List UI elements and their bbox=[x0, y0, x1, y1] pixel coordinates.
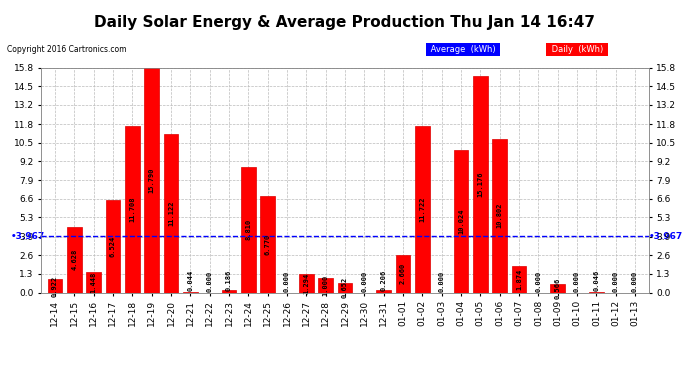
Text: 1.874: 1.874 bbox=[516, 268, 522, 290]
Text: 0.000: 0.000 bbox=[535, 270, 542, 292]
Text: 0.000: 0.000 bbox=[284, 270, 290, 292]
Text: 15.176: 15.176 bbox=[477, 172, 484, 197]
Bar bbox=[86, 272, 101, 292]
Text: Daily  (kWh): Daily (kWh) bbox=[549, 45, 605, 54]
Text: Average  (kWh): Average (kWh) bbox=[428, 45, 498, 54]
Bar bbox=[396, 255, 411, 292]
Text: 0.000: 0.000 bbox=[632, 270, 638, 292]
Text: 0.046: 0.046 bbox=[593, 270, 600, 291]
Text: 2.660: 2.660 bbox=[400, 263, 406, 284]
Text: 0.922: 0.922 bbox=[52, 275, 58, 297]
Text: 1.294: 1.294 bbox=[304, 273, 309, 294]
Text: 6.770: 6.770 bbox=[265, 234, 270, 255]
Text: 15.790: 15.790 bbox=[148, 167, 155, 193]
Text: 11.722: 11.722 bbox=[420, 196, 425, 222]
Bar bbox=[473, 76, 488, 292]
Bar bbox=[67, 226, 81, 292]
Text: Copyright 2016 Cartronics.com: Copyright 2016 Cartronics.com bbox=[7, 45, 126, 54]
Bar bbox=[221, 290, 236, 292]
Bar bbox=[512, 266, 526, 292]
Text: 1.000: 1.000 bbox=[323, 275, 328, 296]
Text: 0.000: 0.000 bbox=[362, 270, 367, 292]
Text: 11.122: 11.122 bbox=[168, 201, 174, 226]
Text: 0.566: 0.566 bbox=[555, 278, 561, 299]
Text: 1.448: 1.448 bbox=[90, 272, 97, 293]
Text: 0.000: 0.000 bbox=[206, 270, 213, 292]
Bar bbox=[318, 278, 333, 292]
Text: 10.802: 10.802 bbox=[497, 203, 503, 228]
Bar bbox=[551, 285, 565, 292]
Text: 11.708: 11.708 bbox=[129, 196, 135, 222]
Text: 0.000: 0.000 bbox=[439, 270, 444, 292]
Text: 10.024: 10.024 bbox=[458, 209, 464, 234]
Bar bbox=[337, 283, 353, 292]
Bar bbox=[493, 139, 507, 292]
Bar bbox=[299, 274, 313, 292]
Text: 0.206: 0.206 bbox=[381, 270, 386, 291]
Text: 4.628: 4.628 bbox=[71, 249, 77, 270]
Text: Daily Solar Energy & Average Production Thu Jan 14 16:47: Daily Solar Energy & Average Production … bbox=[95, 15, 595, 30]
Bar bbox=[144, 68, 159, 292]
Bar bbox=[48, 279, 62, 292]
Text: 0.044: 0.044 bbox=[187, 270, 193, 291]
Text: 0.186: 0.186 bbox=[226, 270, 232, 291]
Text: 8.810: 8.810 bbox=[246, 219, 251, 240]
Bar bbox=[125, 126, 139, 292]
Text: 0.000: 0.000 bbox=[613, 270, 619, 292]
Bar bbox=[377, 290, 391, 292]
Text: 0.652: 0.652 bbox=[342, 277, 348, 298]
Text: 0.000: 0.000 bbox=[574, 270, 580, 292]
Bar bbox=[241, 167, 255, 292]
Bar bbox=[106, 200, 120, 292]
Bar bbox=[164, 134, 178, 292]
Text: •3.967: •3.967 bbox=[11, 231, 46, 240]
Bar bbox=[415, 126, 430, 292]
Bar bbox=[260, 196, 275, 292]
Bar bbox=[454, 150, 469, 292]
Text: •3.967: •3.967 bbox=[649, 231, 683, 240]
Text: 6.524: 6.524 bbox=[110, 236, 116, 256]
